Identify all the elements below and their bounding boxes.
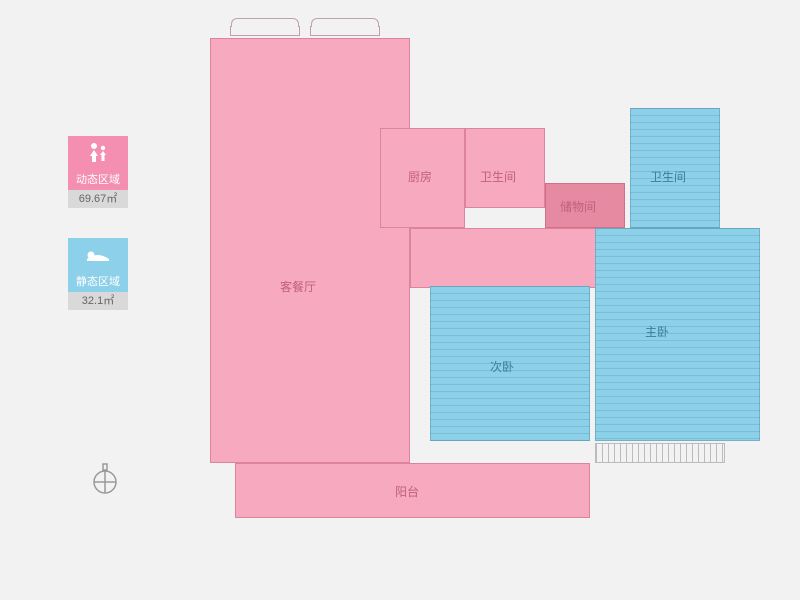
legend-static-label: 静态区域 bbox=[68, 272, 128, 292]
legend-dynamic-label: 动态区域 bbox=[68, 170, 128, 190]
entry-door-1 bbox=[310, 26, 380, 36]
room-label-bath2: 卫生间 bbox=[650, 168, 686, 185]
balcony-rail bbox=[595, 443, 725, 463]
sleep-icon bbox=[68, 238, 128, 272]
hatch-master_br bbox=[595, 228, 760, 441]
room-label-bath1: 卫生间 bbox=[480, 168, 516, 185]
room-label-master_br: 主卧 bbox=[645, 323, 669, 340]
room-label-living: 客餐厅 bbox=[280, 278, 316, 295]
legend-static-area: 32.1㎡ bbox=[68, 292, 128, 310]
compass-icon bbox=[90, 462, 120, 492]
room-label-storage: 储物间 bbox=[560, 198, 596, 215]
legend-static: 静态区域 32.1㎡ bbox=[68, 238, 128, 310]
legend-dynamic-area: 69.67㎡ bbox=[68, 190, 128, 208]
entry-door-0 bbox=[230, 26, 300, 36]
room-living bbox=[210, 38, 410, 463]
people-icon bbox=[68, 136, 128, 170]
room-label-second_br: 次卧 bbox=[490, 358, 514, 375]
room-label-kitchen: 厨房 bbox=[408, 168, 432, 185]
legend-dynamic: 动态区域 69.67㎡ bbox=[68, 136, 128, 208]
room-label-balcony: 阳台 bbox=[395, 483, 419, 500]
legend: 动态区域 69.67㎡ 静态区域 32.1㎡ bbox=[68, 136, 128, 340]
floorplan: 客餐厅 厨房 卫生间储物间 卫生间次卧 主卧阳台 bbox=[200, 28, 760, 548]
